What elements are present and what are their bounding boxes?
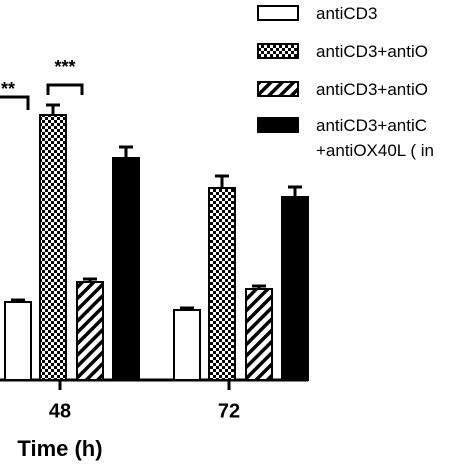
x-tick-label: 72 <box>218 400 240 422</box>
significance-label: *** <box>54 57 75 77</box>
bar <box>173 309 201 381</box>
bar <box>245 288 273 381</box>
significance-bracket <box>46 83 84 95</box>
legend-label: antiCD3 <box>316 4 378 23</box>
significance-label: ** <box>1 79 15 99</box>
significance-bracket <box>0 95 30 110</box>
legend-label: antiCD3+antiO <box>316 42 428 61</box>
bar <box>39 114 67 381</box>
legend-swatch <box>257 5 299 21</box>
legend-swatch <box>257 81 299 97</box>
bar <box>4 301 32 381</box>
x-tick-label: 48 <box>49 400 71 422</box>
x-axis-label: Time (h) <box>17 436 102 461</box>
legend-swatch <box>257 117 299 133</box>
bar <box>112 157 140 381</box>
bar <box>76 281 104 381</box>
legend-label: antiCD3+antiC +antiOX40L ( in <box>316 116 434 160</box>
legend-label: antiCD3+antiO <box>316 80 428 99</box>
bar <box>208 187 236 381</box>
bar <box>281 196 309 381</box>
legend-swatch <box>257 43 299 59</box>
